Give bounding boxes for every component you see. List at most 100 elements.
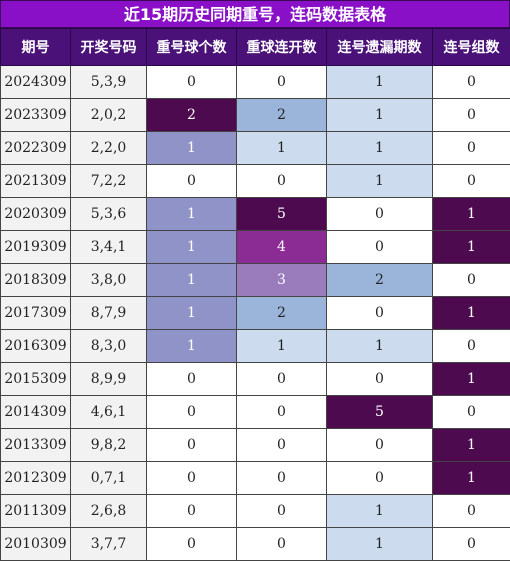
cell-repeat-streak: 0 bbox=[237, 495, 327, 528]
cell-consec-groups: 0 bbox=[433, 528, 510, 561]
cell-consec-miss: 0 bbox=[327, 363, 433, 396]
cell-repeat-count: 1 bbox=[147, 198, 237, 231]
cell-numbers: 5,3,6 bbox=[71, 198, 147, 231]
cell-repeat-count: 1 bbox=[147, 330, 237, 363]
cell-numbers: 8,7,9 bbox=[71, 297, 147, 330]
cell-numbers: 2,6,8 bbox=[71, 495, 147, 528]
cell-repeat-count: 2 bbox=[147, 99, 237, 132]
cell-period: 2019309 bbox=[1, 231, 71, 264]
cell-period: 2023309 bbox=[1, 99, 71, 132]
cell-repeat-count: 1 bbox=[147, 231, 237, 264]
cell-repeat-streak: 3 bbox=[237, 264, 327, 297]
cell-repeat-streak: 2 bbox=[237, 297, 327, 330]
cell-consec-groups: 0 bbox=[433, 495, 510, 528]
cell-repeat-count: 0 bbox=[147, 429, 237, 462]
cell-numbers: 3,4,1 bbox=[71, 231, 147, 264]
cell-repeat-count: 0 bbox=[147, 165, 237, 198]
cell-repeat-count: 0 bbox=[147, 495, 237, 528]
cell-consec-miss: 1 bbox=[327, 99, 433, 132]
cell-repeat-count: 1 bbox=[147, 132, 237, 165]
cell-consec-miss: 0 bbox=[327, 231, 433, 264]
cell-period: 2010309 bbox=[1, 528, 71, 561]
cell-repeat-count: 0 bbox=[147, 66, 237, 99]
cell-consec-miss: 1 bbox=[327, 66, 433, 99]
cell-repeat-count: 0 bbox=[147, 396, 237, 429]
cell-repeat-streak: 4 bbox=[237, 231, 327, 264]
header-period: 期号 bbox=[1, 29, 71, 66]
cell-numbers: 9,8,2 bbox=[71, 429, 147, 462]
cell-consec-groups: 0 bbox=[433, 132, 510, 165]
cell-consec-miss: 1 bbox=[327, 132, 433, 165]
header-consec-miss: 连号遗漏期数 bbox=[327, 29, 433, 66]
cell-numbers: 3,8,0 bbox=[71, 264, 147, 297]
cell-period: 2013309 bbox=[1, 429, 71, 462]
cell-numbers: 4,6,1 bbox=[71, 396, 147, 429]
cell-repeat-streak: 0 bbox=[237, 363, 327, 396]
cell-repeat-streak: 2 bbox=[237, 99, 327, 132]
cell-consec-groups: 0 bbox=[433, 264, 510, 297]
header-numbers: 开奖号码 bbox=[71, 29, 147, 66]
cell-period: 2016309 bbox=[1, 330, 71, 363]
cell-consec-groups: 1 bbox=[433, 297, 510, 330]
cell-numbers: 0,7,1 bbox=[71, 462, 147, 495]
cell-consec-groups: 1 bbox=[433, 198, 510, 231]
cell-repeat-streak: 0 bbox=[237, 165, 327, 198]
cell-consec-groups: 1 bbox=[433, 363, 510, 396]
cell-consec-miss: 1 bbox=[327, 165, 433, 198]
cell-repeat-streak: 1 bbox=[237, 330, 327, 363]
cell-period: 2012309 bbox=[1, 462, 71, 495]
header-consec-groups: 连号组数 bbox=[433, 29, 510, 66]
cell-repeat-streak: 0 bbox=[237, 528, 327, 561]
cell-period: 2014309 bbox=[1, 396, 71, 429]
cell-repeat-count: 0 bbox=[147, 462, 237, 495]
cell-period: 2011309 bbox=[1, 495, 71, 528]
cell-consec-miss: 1 bbox=[327, 330, 433, 363]
cell-consec-miss: 5 bbox=[327, 396, 433, 429]
cell-consec-groups: 0 bbox=[433, 330, 510, 363]
cell-consec-miss: 1 bbox=[327, 495, 433, 528]
cell-consec-groups: 1 bbox=[433, 429, 510, 462]
cell-numbers: 8,3,0 bbox=[71, 330, 147, 363]
cell-consec-groups: 0 bbox=[433, 66, 510, 99]
cell-repeat-count: 1 bbox=[147, 297, 237, 330]
cell-period: 2015309 bbox=[1, 363, 71, 396]
cell-consec-miss: 2 bbox=[327, 264, 433, 297]
cell-repeat-streak: 0 bbox=[237, 396, 327, 429]
cell-numbers: 3,7,7 bbox=[71, 528, 147, 561]
cell-consec-miss: 0 bbox=[327, 297, 433, 330]
cell-repeat-streak: 0 bbox=[237, 429, 327, 462]
cell-numbers: 5,3,9 bbox=[71, 66, 147, 99]
cell-repeat-count: 0 bbox=[147, 528, 237, 561]
cell-consec-miss: 0 bbox=[327, 198, 433, 231]
cell-consec-groups: 0 bbox=[433, 165, 510, 198]
cell-consec-miss: 0 bbox=[327, 429, 433, 462]
cell-period: 2020309 bbox=[1, 198, 71, 231]
header-repeat-count: 重号球个数 bbox=[147, 29, 237, 66]
cell-consec-miss: 1 bbox=[327, 528, 433, 561]
cell-consec-groups: 1 bbox=[433, 462, 510, 495]
cell-repeat-streak: 5 bbox=[237, 198, 327, 231]
cell-consec-miss: 0 bbox=[327, 462, 433, 495]
cell-consec-groups: 1 bbox=[433, 231, 510, 264]
cell-consec-groups: 0 bbox=[433, 396, 510, 429]
cell-period: 2022309 bbox=[1, 132, 71, 165]
cell-numbers: 2,0,2 bbox=[71, 99, 147, 132]
cell-repeat-count: 0 bbox=[147, 363, 237, 396]
cell-period: 2021309 bbox=[1, 165, 71, 198]
